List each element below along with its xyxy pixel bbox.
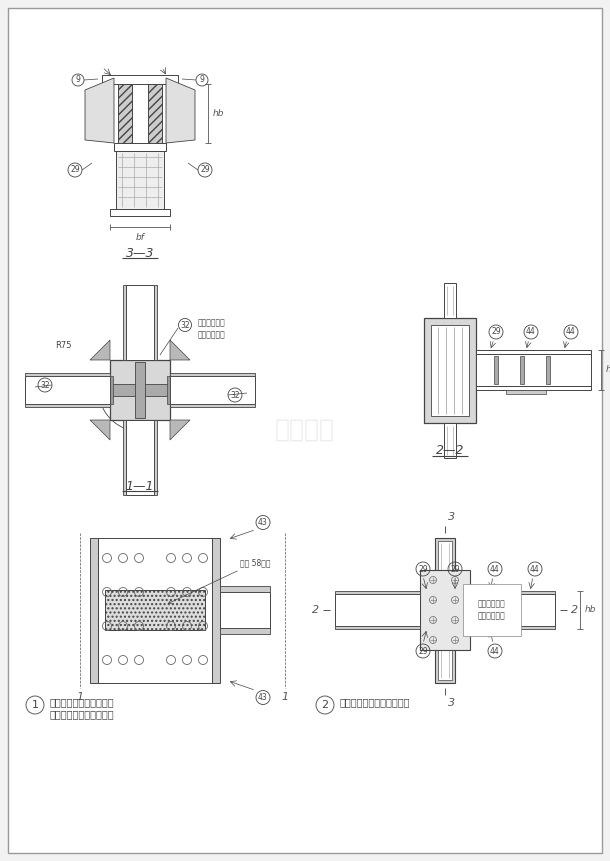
Bar — [25, 376, 110, 404]
Text: 3—3: 3—3 — [126, 247, 154, 260]
Bar — [444, 423, 456, 457]
Polygon shape — [166, 78, 195, 143]
Polygon shape — [90, 420, 110, 440]
Bar — [476, 350, 591, 354]
Text: 属于这接头为
十字形截面柱: 属于这接头为 十字形截面柱 — [198, 318, 226, 339]
Bar — [476, 354, 591, 386]
Bar — [102, 75, 178, 84]
Text: hb: hb — [213, 109, 224, 118]
Text: 2: 2 — [312, 605, 319, 615]
Bar — [110, 209, 170, 216]
Text: 43: 43 — [258, 518, 268, 527]
Text: 土木工库: 土木工库 — [275, 418, 335, 442]
Bar — [220, 592, 270, 628]
Bar — [25, 373, 110, 376]
Bar — [520, 356, 524, 384]
Text: 29: 29 — [200, 165, 210, 175]
Bar — [110, 376, 113, 404]
Text: 29: 29 — [418, 565, 428, 573]
Bar — [212, 537, 220, 683]
Text: 44: 44 — [490, 565, 500, 573]
Text: 29: 29 — [450, 565, 460, 573]
Bar — [170, 404, 255, 407]
Bar — [470, 591, 555, 594]
Bar — [170, 373, 255, 376]
Text: 1—1: 1—1 — [126, 480, 154, 493]
Text: 29: 29 — [491, 327, 501, 337]
Bar — [420, 570, 470, 650]
Bar — [444, 282, 456, 318]
Text: 1: 1 — [32, 700, 38, 710]
Bar — [123, 285, 126, 360]
Bar — [470, 626, 555, 629]
Text: 2: 2 — [571, 605, 578, 615]
Bar — [98, 537, 212, 683]
Bar — [470, 594, 555, 626]
Text: hb: hb — [585, 605, 597, 615]
Bar — [135, 362, 145, 418]
Text: 2: 2 — [321, 700, 329, 710]
Text: 9: 9 — [199, 76, 204, 84]
Bar — [154, 420, 157, 495]
Polygon shape — [170, 340, 190, 360]
Text: 44: 44 — [490, 647, 500, 655]
Text: 粘度 58连层: 粘度 58连层 — [168, 558, 270, 604]
Text: 3: 3 — [448, 697, 455, 708]
Bar — [431, 325, 469, 416]
Text: 安装制连接板
及安装用螺栋: 安装制连接板 及安装用螺栋 — [478, 599, 506, 621]
Bar — [335, 594, 420, 626]
Text: hb: hb — [606, 366, 610, 375]
Bar — [170, 376, 255, 404]
Text: 算形棁与算形柱的刚性连接: 算形棁与算形柱的刚性连接 — [340, 697, 411, 707]
Bar — [114, 143, 166, 151]
Bar — [112, 384, 168, 396]
Bar — [167, 376, 170, 404]
Bar — [154, 285, 157, 360]
Bar — [126, 420, 154, 495]
Text: 2—2: 2—2 — [436, 444, 464, 457]
Text: 32: 32 — [40, 381, 50, 389]
Bar — [105, 590, 205, 630]
Bar — [118, 84, 132, 144]
Polygon shape — [85, 78, 114, 143]
Text: 1: 1 — [281, 692, 289, 703]
Bar — [105, 590, 205, 630]
Bar — [476, 386, 591, 390]
Bar — [110, 360, 170, 420]
Text: 44: 44 — [526, 327, 536, 337]
Bar — [25, 404, 110, 407]
Text: 43: 43 — [258, 693, 268, 702]
Bar — [126, 285, 154, 360]
Bar — [546, 356, 550, 384]
Text: 十字形截面柱刺刚性连接: 十字形截面柱刺刚性连接 — [50, 709, 115, 719]
Bar — [116, 151, 164, 209]
Bar — [123, 420, 126, 495]
Polygon shape — [170, 420, 190, 440]
Text: 在钉骨混凝土结构中棁与: 在钉骨混凝土结构中棁与 — [50, 697, 115, 707]
Text: 3: 3 — [448, 512, 455, 523]
Bar — [424, 318, 476, 423]
Text: 9: 9 — [76, 76, 81, 84]
Text: 29: 29 — [418, 647, 428, 655]
Text: 29: 29 — [70, 165, 80, 175]
Bar — [494, 356, 498, 384]
Bar — [506, 390, 546, 394]
Bar — [335, 626, 420, 629]
Polygon shape — [90, 340, 110, 360]
Bar — [90, 537, 98, 683]
Text: R75: R75 — [55, 340, 71, 350]
Bar — [220, 586, 270, 592]
Bar — [435, 537, 455, 683]
Text: 1: 1 — [76, 692, 84, 703]
Text: 32: 32 — [230, 391, 240, 400]
Bar — [148, 84, 162, 144]
Bar — [335, 591, 420, 594]
Bar — [438, 541, 452, 679]
Text: 44: 44 — [530, 565, 540, 573]
Bar — [220, 628, 270, 634]
Text: 44: 44 — [566, 327, 576, 337]
Text: 32: 32 — [180, 320, 190, 330]
Text: bf: bf — [135, 233, 145, 242]
